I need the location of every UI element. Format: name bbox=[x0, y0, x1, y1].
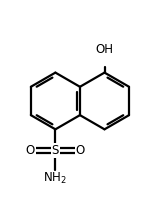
Text: NH$_2$: NH$_2$ bbox=[44, 171, 67, 186]
Text: OH: OH bbox=[95, 43, 114, 56]
Text: S: S bbox=[52, 144, 59, 157]
Text: O: O bbox=[26, 144, 35, 157]
Text: O: O bbox=[76, 144, 85, 157]
